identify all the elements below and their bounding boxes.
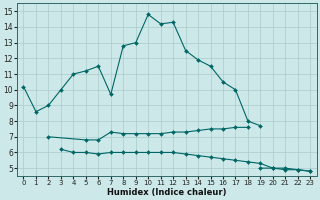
X-axis label: Humidex (Indice chaleur): Humidex (Indice chaleur) <box>107 188 227 197</box>
